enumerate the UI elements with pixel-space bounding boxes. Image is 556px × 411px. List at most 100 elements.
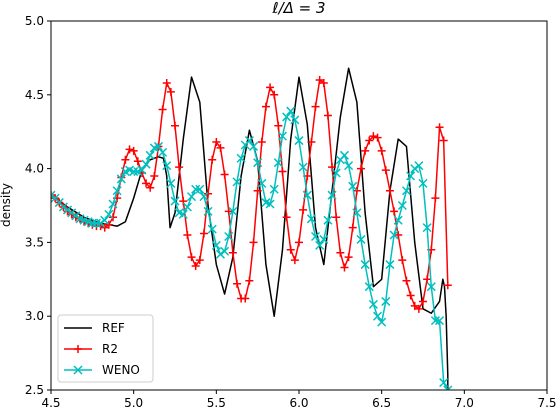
weno-point [406, 171, 416, 181]
x-axis: 4.5 5.0 5.5 6.0 6.5 7.0 7.5 [41, 390, 556, 410]
weno-point [228, 206, 238, 216]
weno-point [96, 218, 106, 228]
r2-point [212, 138, 221, 147]
r2-point [166, 87, 175, 96]
r2-point [204, 189, 213, 198]
weno-point [249, 141, 259, 151]
weno-point [199, 192, 209, 202]
weno-point [145, 150, 155, 160]
r2-point [419, 297, 427, 306]
weno-point [290, 115, 300, 125]
weno-point [100, 215, 110, 225]
weno-point [203, 206, 213, 216]
r2-point [245, 276, 254, 285]
y-tick-label: 4.0 [25, 162, 44, 176]
r2-point [228, 248, 237, 257]
r2-point [340, 263, 349, 272]
weno-point [360, 260, 370, 270]
weno-point [422, 223, 432, 233]
r2-point [175, 163, 184, 172]
weno-point [327, 190, 337, 200]
r2-point [233, 279, 241, 288]
r2-point [381, 166, 390, 175]
weno-point [344, 161, 354, 171]
r2-point [249, 238, 258, 247]
r2-point [220, 170, 229, 179]
x-tick-label: 5.5 [207, 396, 226, 410]
weno-point [368, 299, 378, 309]
weno-point [298, 162, 308, 172]
weno-point [294, 136, 304, 146]
r2-point [187, 253, 196, 262]
r2-point [323, 111, 332, 120]
y-axis-label: density [0, 183, 13, 227]
weno-point [158, 147, 168, 157]
x-tick-label: 4.5 [41, 396, 60, 410]
r2-point [344, 253, 353, 262]
weno-point [87, 218, 97, 228]
r2-point [133, 157, 142, 166]
r2-point [150, 171, 159, 180]
r2-series [51, 76, 452, 313]
r2-point [390, 207, 399, 216]
r2-point [295, 238, 303, 247]
r2-point [443, 281, 452, 290]
weno-point [435, 316, 445, 326]
r2-point [348, 223, 357, 232]
weno-point [104, 209, 114, 219]
legend-label-ref: REF [102, 321, 125, 335]
r2-point [410, 301, 419, 310]
weno-point [277, 131, 287, 141]
r2-point [311, 102, 320, 111]
weno-point [257, 178, 267, 188]
weno-point [443, 385, 453, 390]
weno-point [302, 190, 312, 200]
weno-point [286, 106, 296, 116]
weno-point [166, 178, 176, 188]
weno-point [71, 211, 81, 221]
weno-point [187, 192, 197, 202]
r2-point [290, 256, 299, 265]
r2-point [394, 231, 403, 240]
x-tick-label: 7.0 [455, 396, 474, 410]
weno-point [282, 112, 292, 122]
weno-point [195, 184, 205, 194]
legend-box [57, 314, 154, 383]
r2-point [266, 83, 275, 92]
legend-label-r2: R2 [102, 342, 118, 356]
weno-point [401, 186, 411, 196]
r2-point [423, 275, 432, 284]
r2-point [129, 146, 138, 155]
x-tick-label: 7.5 [537, 396, 556, 410]
weno-point [215, 249, 225, 259]
y-tick-label: 5.0 [25, 14, 44, 28]
r2-point [402, 276, 411, 285]
weno-point [265, 199, 275, 209]
weno-point [112, 186, 122, 196]
r2-point [377, 146, 386, 155]
r2-point [369, 132, 378, 141]
weno-point [319, 234, 329, 244]
weno-point [178, 209, 188, 219]
weno-point [220, 246, 230, 256]
weno-point [269, 184, 279, 194]
weno-point [182, 202, 192, 212]
y-tick-label: 3.5 [25, 235, 44, 249]
weno-point [410, 164, 420, 174]
y-tick-label: 4.5 [25, 88, 44, 102]
weno-point [430, 316, 440, 326]
r2-point [398, 256, 407, 265]
weno-point [273, 158, 283, 168]
weno-point [137, 165, 147, 175]
r2-point [352, 186, 361, 195]
weno-point [129, 167, 139, 177]
r2-point [261, 102, 270, 111]
r2-point [208, 155, 217, 164]
weno-point [63, 205, 73, 215]
y-axis: 2.5 3.0 3.5 4.0 4.5 5.0 [25, 14, 51, 397]
r2-point [274, 121, 283, 130]
weno-point [373, 311, 383, 321]
weno-point [232, 177, 242, 187]
weno-point [414, 161, 424, 171]
weno-point [331, 168, 341, 178]
